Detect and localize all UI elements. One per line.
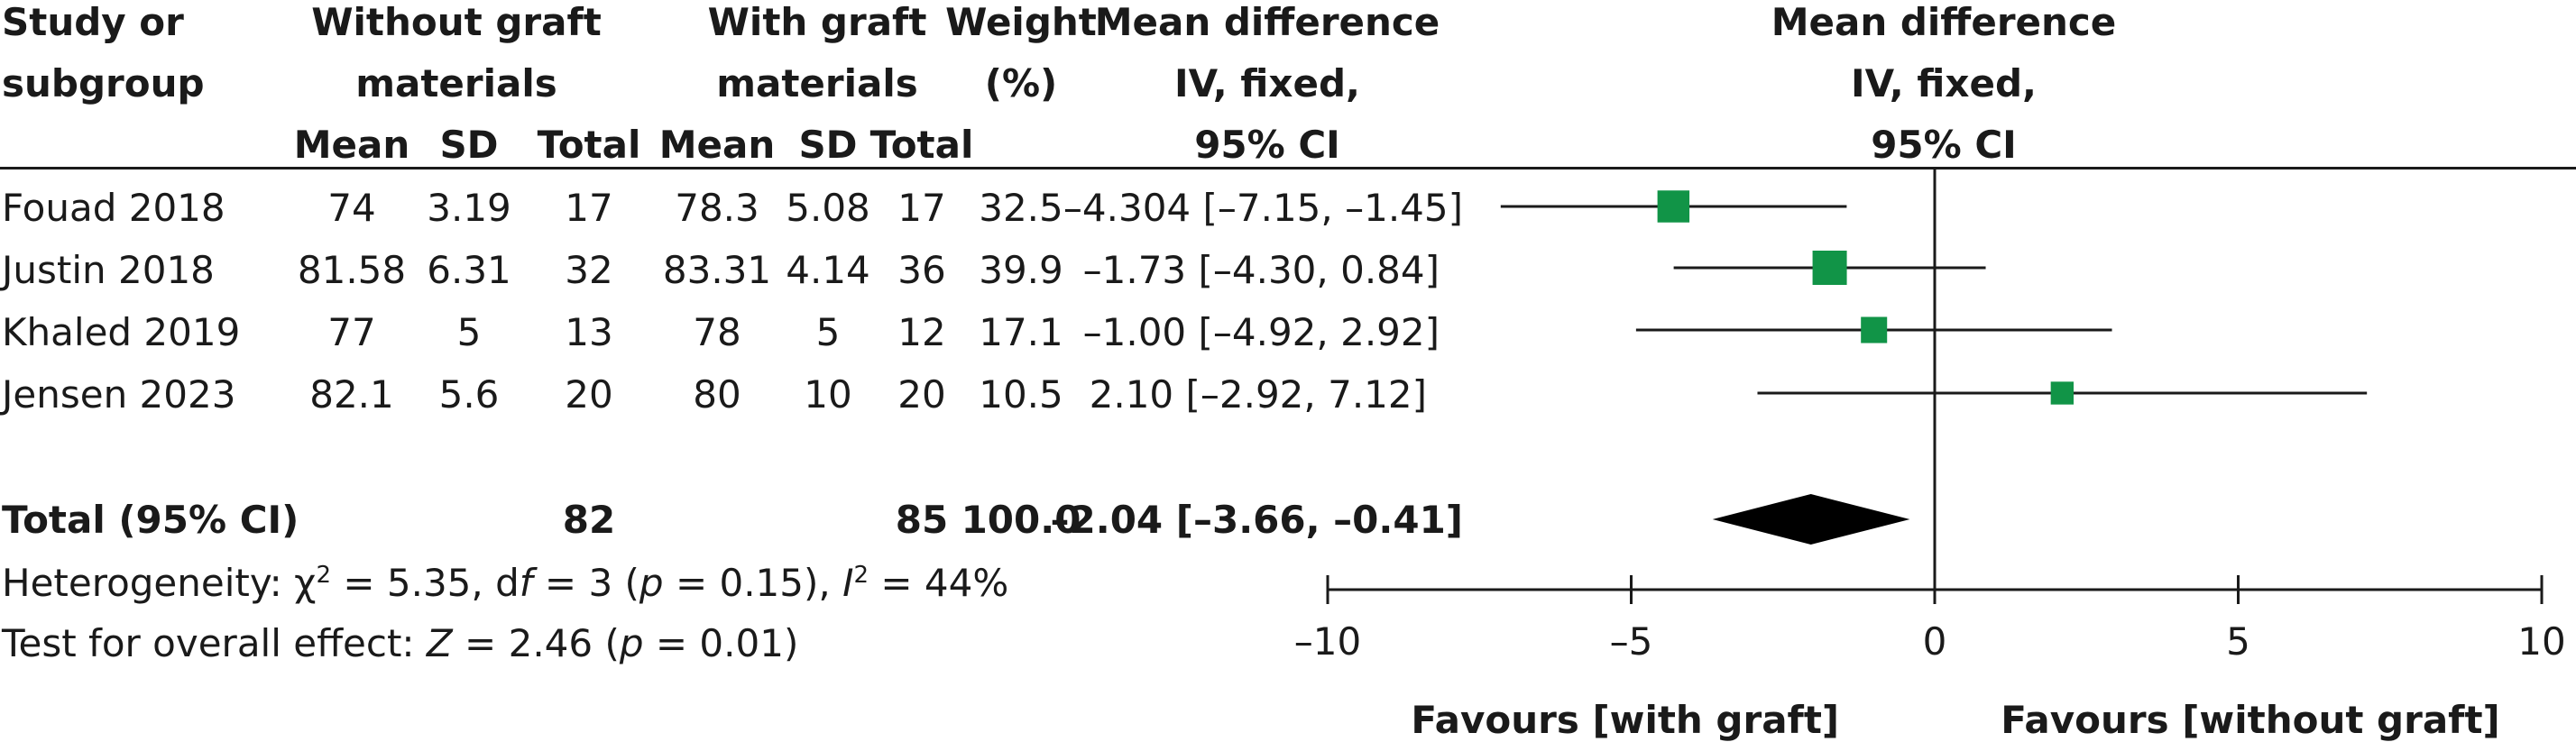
study-marker <box>1657 190 1690 223</box>
cell-mean-difference-ci: –4.304 [–7.15, –1.45] <box>1063 186 1463 230</box>
x-tick-label: 5 <box>2226 619 2250 664</box>
subheader-sd-with: SD <box>798 123 858 167</box>
subheader-total-with: Total <box>869 123 974 167</box>
cell-mean-difference-ci: –1.00 [–4.92, 2.92] <box>1082 310 1440 354</box>
x-tick-label: –5 <box>1610 619 1653 664</box>
cell-mean-with: 80 <box>693 372 741 417</box>
cell-mean-difference-ci: 2.10 [–2.92, 7.12] <box>1089 372 1427 417</box>
study-marker <box>1861 316 1888 344</box>
x-tick-label: 0 <box>1923 619 1947 664</box>
heterogeneity-stats: Heterogeneity: χ2 = 5.35, df = 3 (p = 0.… <box>2 561 1009 605</box>
cell-total-without: 20 <box>565 372 613 417</box>
cell-weight: 32.5 <box>979 186 1063 230</box>
pooled-diamond <box>1712 494 1910 545</box>
favours-right-label: Favours [without graft] <box>2001 698 2500 742</box>
cell-mean-without: 77 <box>327 310 376 354</box>
header-divider-rule <box>0 167 2576 169</box>
subheader-mean-without: Mean <box>293 123 410 167</box>
study-name-jensen: Jensen 2023 <box>2 372 236 417</box>
study-name-fouad: Fouad 2018 <box>2 186 225 230</box>
cell-mean-without: 82.1 <box>309 372 394 417</box>
without-graft-header-line1: Without graft <box>311 0 602 44</box>
subheader-sd-without: SD <box>439 123 499 167</box>
cell-weight: 17.1 <box>979 310 1063 354</box>
x-tick-label: –10 <box>1294 619 1361 664</box>
md-plot-header-line1: Mean difference <box>1771 0 2117 44</box>
md-table-header-line1: Mean difference <box>1094 0 1440 44</box>
cell-total-with: 17 <box>897 186 946 230</box>
total-label: Total (95% CI) <box>2 498 299 542</box>
with-graft-header-line1: With graft <box>707 0 927 44</box>
cell-sd-with: 4.14 <box>786 248 870 292</box>
cell-sd-without: 3.19 <box>427 186 511 230</box>
cell-sd-with: 5.08 <box>786 186 870 230</box>
cell-total-with: 12 <box>897 310 946 354</box>
cell-total-without: 13 <box>565 310 613 354</box>
cell-mean-without: 81.58 <box>297 248 407 292</box>
favours-left-label: Favours [with graft] <box>1411 698 1839 742</box>
total-n-with: 85 <box>895 498 949 542</box>
cell-sd-with: 10 <box>804 372 852 417</box>
study-marker <box>2050 381 2074 405</box>
x-tick-label: 10 <box>2517 619 2565 664</box>
cell-mean-with: 83.31 <box>662 248 772 292</box>
total-mean-difference-ci: –2.04 [–3.66, –0.41] <box>1050 498 1463 542</box>
study-header-line2: subgroup <box>2 61 205 105</box>
cell-sd-without: 5 <box>456 310 482 354</box>
study-name-khaled: Khaled 2019 <box>2 310 241 354</box>
cell-mean-difference-ci: –1.73 [–4.30, 0.84] <box>1082 248 1440 292</box>
md-table-header-line2: IV, fixed, <box>1173 61 1361 105</box>
cell-weight: 39.9 <box>979 248 1063 292</box>
md-plot-header-line3: 95% CI <box>1871 123 2017 167</box>
total-n-without: 82 <box>562 498 616 542</box>
overall-effect-test: Test for overall effect: Z = 2.46 (p = 0… <box>2 621 799 665</box>
cell-total-with: 20 <box>897 372 946 417</box>
weight-header-line1: Weight <box>945 0 1097 44</box>
cell-mean-without: 74 <box>327 186 376 230</box>
subheader-mean-with: Mean <box>658 123 776 167</box>
study-name-justin: Justin 2018 <box>2 248 215 292</box>
total-weight: 100.0 <box>961 498 1081 542</box>
cell-sd-without: 6.31 <box>427 248 511 292</box>
cell-sd-without: 5.6 <box>438 372 500 417</box>
study-header-line1: Study or <box>2 0 184 44</box>
without-graft-header-line2: materials <box>355 61 557 105</box>
study-marker <box>1812 251 1847 285</box>
cell-weight: 10.5 <box>979 372 1063 417</box>
subheader-total-without: Total <box>537 123 641 167</box>
cell-total-without: 32 <box>565 248 613 292</box>
md-table-header-line3: 95% CI <box>1194 123 1340 167</box>
cell-sd-with: 5 <box>815 310 841 354</box>
cell-mean-with: 78.3 <box>675 186 759 230</box>
weight-header-line2: (%) <box>984 61 1058 105</box>
cell-total-with: 36 <box>897 248 946 292</box>
md-plot-header-line2: IV, fixed, <box>1850 61 2038 105</box>
cell-mean-with: 78 <box>693 310 741 354</box>
with-graft-header-line2: materials <box>716 61 918 105</box>
cell-total-without: 17 <box>565 186 613 230</box>
